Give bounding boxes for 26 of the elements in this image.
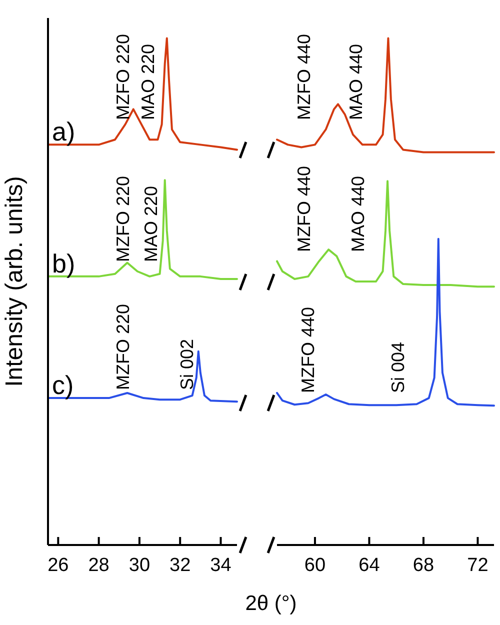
annotation: MZFO 220 bbox=[113, 34, 133, 120]
annotation: Si 002 bbox=[177, 338, 197, 390]
annotation: MZFO 220 bbox=[113, 176, 133, 262]
x-tick-label: 28 bbox=[88, 555, 110, 576]
annotation: Si 004 bbox=[388, 342, 408, 393]
annotation: MAO 440 bbox=[346, 44, 366, 120]
x-axis-title: 2θ (°) bbox=[245, 592, 297, 615]
x-tick-label: 32 bbox=[170, 555, 191, 576]
series-label: b) bbox=[52, 248, 76, 278]
x-tick-label: 72 bbox=[467, 555, 488, 576]
annotation: MAO 220 bbox=[141, 186, 161, 262]
annotation: MZFO 220 bbox=[113, 304, 133, 390]
annotation: MAO 440 bbox=[348, 176, 368, 252]
annotation: MZFO 440 bbox=[298, 306, 318, 393]
x-tick-label: 26 bbox=[48, 555, 69, 576]
annotation: MZFO 440 bbox=[294, 166, 314, 252]
annotation: MZFO 440 bbox=[294, 34, 314, 120]
x-tick-label: 64 bbox=[358, 555, 380, 576]
x-tick-label: 68 bbox=[412, 555, 434, 576]
x-tick-label: 34 bbox=[210, 555, 232, 576]
x-tick-label: 60 bbox=[304, 555, 326, 576]
x-tick-label: 30 bbox=[128, 555, 150, 576]
series-label: c) bbox=[52, 370, 74, 400]
y-axis-title: Intensity (arb. units) bbox=[1, 176, 28, 387]
annotation: MAO 220 bbox=[138, 44, 158, 120]
series-label: a) bbox=[52, 116, 76, 147]
